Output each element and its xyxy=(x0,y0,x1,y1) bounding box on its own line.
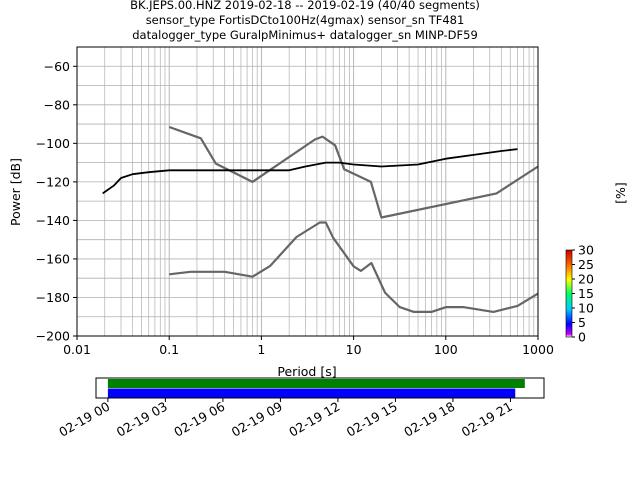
plot-frame xyxy=(76,46,539,337)
coverage-bar xyxy=(107,379,525,388)
ppsd-plot-area: 0.01 0.1 1 10 100 1000 −60 −80 −100 −120 −140 −160… xyxy=(36,46,554,357)
title-line-2: sensor_type FortisDCto100Hz(4gmax) senso… xyxy=(146,13,465,27)
median-curve xyxy=(102,148,518,195)
y-tick-label: −160 xyxy=(36,251,70,266)
time-tick-label: 02-19 15 xyxy=(344,399,400,440)
colorbar-gradient xyxy=(565,249,573,338)
time-tick-label: 02-19 06 xyxy=(171,399,227,440)
time-tick-label: 02-19 12 xyxy=(286,399,342,440)
y-axis-label: Power [dB] xyxy=(8,158,23,226)
colorbar-tick-label: 10 xyxy=(578,301,594,316)
time-tick-label: 02-19 00 xyxy=(56,399,112,440)
title-line-3: datalogger_type GuralpMinimus+ datalogge… xyxy=(132,28,478,42)
time-tick-label: 02-19 03 xyxy=(114,399,170,440)
x-tick-label: 10 xyxy=(346,342,362,357)
time-axis-ticks: 02-19 00 02-19 03 02-19 06 02-19 09 02-19 12… xyxy=(56,398,515,440)
y-tick-label: −200 xyxy=(36,329,70,344)
x-axis-ticks: 0.01 0.1 1 10 100 1000 xyxy=(63,336,554,357)
colorbar-tick-label: 0 xyxy=(578,330,586,345)
y-tick-label: −140 xyxy=(36,213,70,228)
x-tick-label: 0.1 xyxy=(159,342,179,357)
x-axis-label: Period [s] xyxy=(277,364,336,379)
y-tick-label: −180 xyxy=(36,290,70,305)
y-tick-label: −60 xyxy=(44,59,70,74)
new-low-noise-model-curve xyxy=(169,221,539,313)
y-axis-ticks: −60 −80 −100 −120 −140 −160 −180 −200 xyxy=(36,59,77,344)
y-tick-label: −100 xyxy=(36,136,70,151)
colorbar-label: [%] xyxy=(613,182,628,204)
colorbar-tick-label: 15 xyxy=(578,286,594,301)
y-tick-label: −80 xyxy=(44,97,70,112)
x-tick-label: 100 xyxy=(434,342,458,357)
coverage-frame xyxy=(95,377,545,399)
title-line-1: BK.JEPS.00.HNZ 2019-02-18 -- 2019-02-19 … xyxy=(130,0,480,12)
colorbar-tick-label: 5 xyxy=(578,315,586,330)
x-tick-label: 0.01 xyxy=(63,342,91,357)
time-tick-label: 02-19 21 xyxy=(459,399,515,440)
plot-background xyxy=(77,47,538,336)
data-coverage-axis: 02-19 00 02-19 03 02-19 06 02-19 09 02-19 12… xyxy=(56,377,545,440)
colorbar-tick-label: 30 xyxy=(578,243,594,258)
time-tick-label: 02-19 09 xyxy=(229,399,285,440)
new-high-noise-model-curve xyxy=(168,125,539,219)
x-tick-label: 1000 xyxy=(522,342,554,357)
colorbar-tick-label: 20 xyxy=(578,272,594,287)
colorbar-tick-label: 25 xyxy=(578,257,594,272)
y-tick-label: −120 xyxy=(36,174,70,189)
coverage-bar xyxy=(107,388,516,398)
model-curves xyxy=(102,125,539,313)
grid-lines xyxy=(76,47,538,336)
x-tick-label: 1 xyxy=(257,342,265,357)
time-tick-label: 02-19 18 xyxy=(401,399,457,440)
coverage-bars xyxy=(107,379,525,398)
